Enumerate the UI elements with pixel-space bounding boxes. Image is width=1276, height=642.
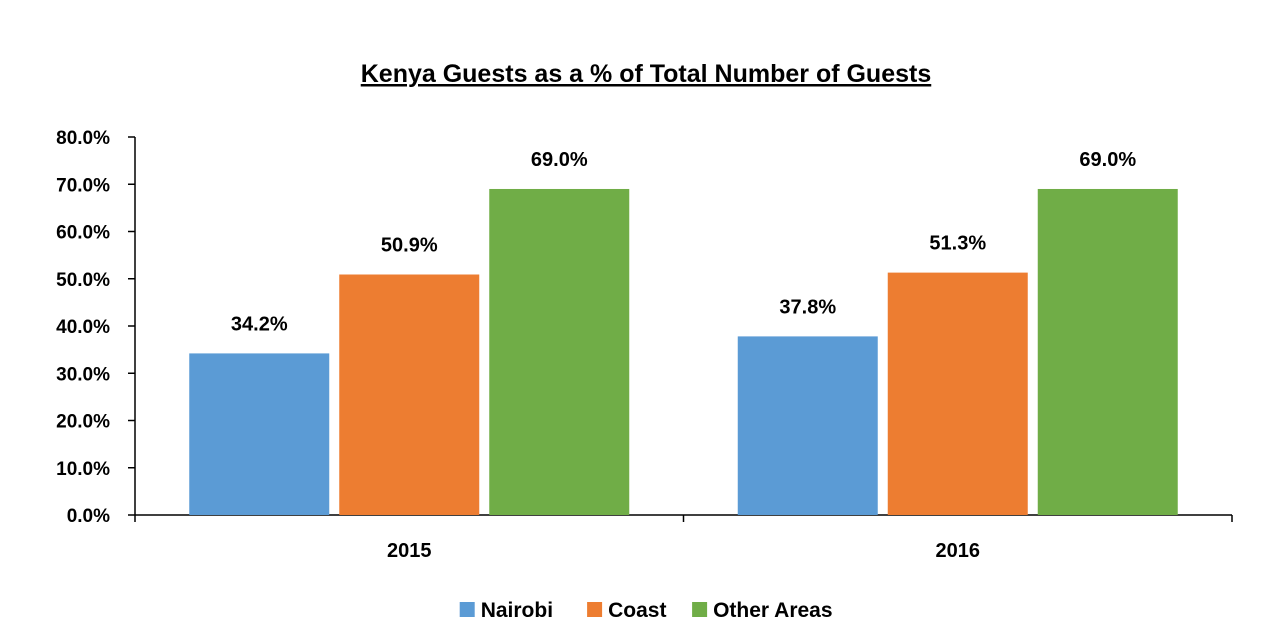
legend-item-coast: Coast [587, 599, 666, 622]
bar-other-areas-2015 [489, 188, 630, 515]
y-tick-label: 70.0% [56, 175, 110, 196]
legend-item-nairobi: Nairobi [459, 599, 553, 622]
y-tick-label: 40.0% [56, 317, 110, 338]
bar-coast-2016 [887, 272, 1028, 515]
legend-label: Coast [608, 599, 666, 622]
y-tick-label: 80.0% [56, 128, 110, 149]
chart-title: Kenya Guests as a % of Total Number of G… [361, 60, 932, 88]
data-label: 51.3% [929, 233, 986, 255]
bar-nairobi-2016 [737, 336, 878, 515]
data-label: 34.2% [231, 313, 288, 335]
data-label: 69.0% [1079, 149, 1136, 171]
x-tick-label: 2015 [387, 540, 432, 562]
data-label: 50.9% [381, 234, 438, 256]
bar-coast-2015 [339, 274, 480, 515]
y-tick-label: 20.0% [56, 412, 110, 433]
y-tick-label: 0.0% [67, 506, 110, 527]
legend-label: Other Areas [713, 599, 832, 622]
axes: 0.0% 10.0% 20.0% 30.0% 40.0% 50.0% 60.0% 70.0% 8… [56, 128, 1233, 562]
legend-item-other-areas: Other Areas [692, 599, 833, 622]
legend-swatch [459, 602, 475, 617]
x-tick-label: 2016 [936, 540, 981, 562]
bar-other-areas-2016 [1037, 188, 1178, 515]
legend-swatch [587, 602, 603, 617]
data-label: 69.0% [531, 149, 588, 171]
legend-label: Nairobi [481, 599, 553, 622]
legend: Nairobi Coast Other Areas [459, 599, 833, 622]
y-tick-label: 50.0% [56, 270, 110, 291]
data-label: 37.8% [779, 296, 836, 318]
bar-nairobi-2015 [189, 353, 330, 515]
y-tick-label: 30.0% [56, 364, 110, 385]
legend-swatch [692, 602, 708, 617]
y-tick-label: 60.0% [56, 223, 110, 244]
y-tick-label: 10.0% [56, 459, 110, 480]
bars: 34.2% 50.9% 69.0% 37.8% 51.3% 69.0% [189, 149, 1178, 515]
